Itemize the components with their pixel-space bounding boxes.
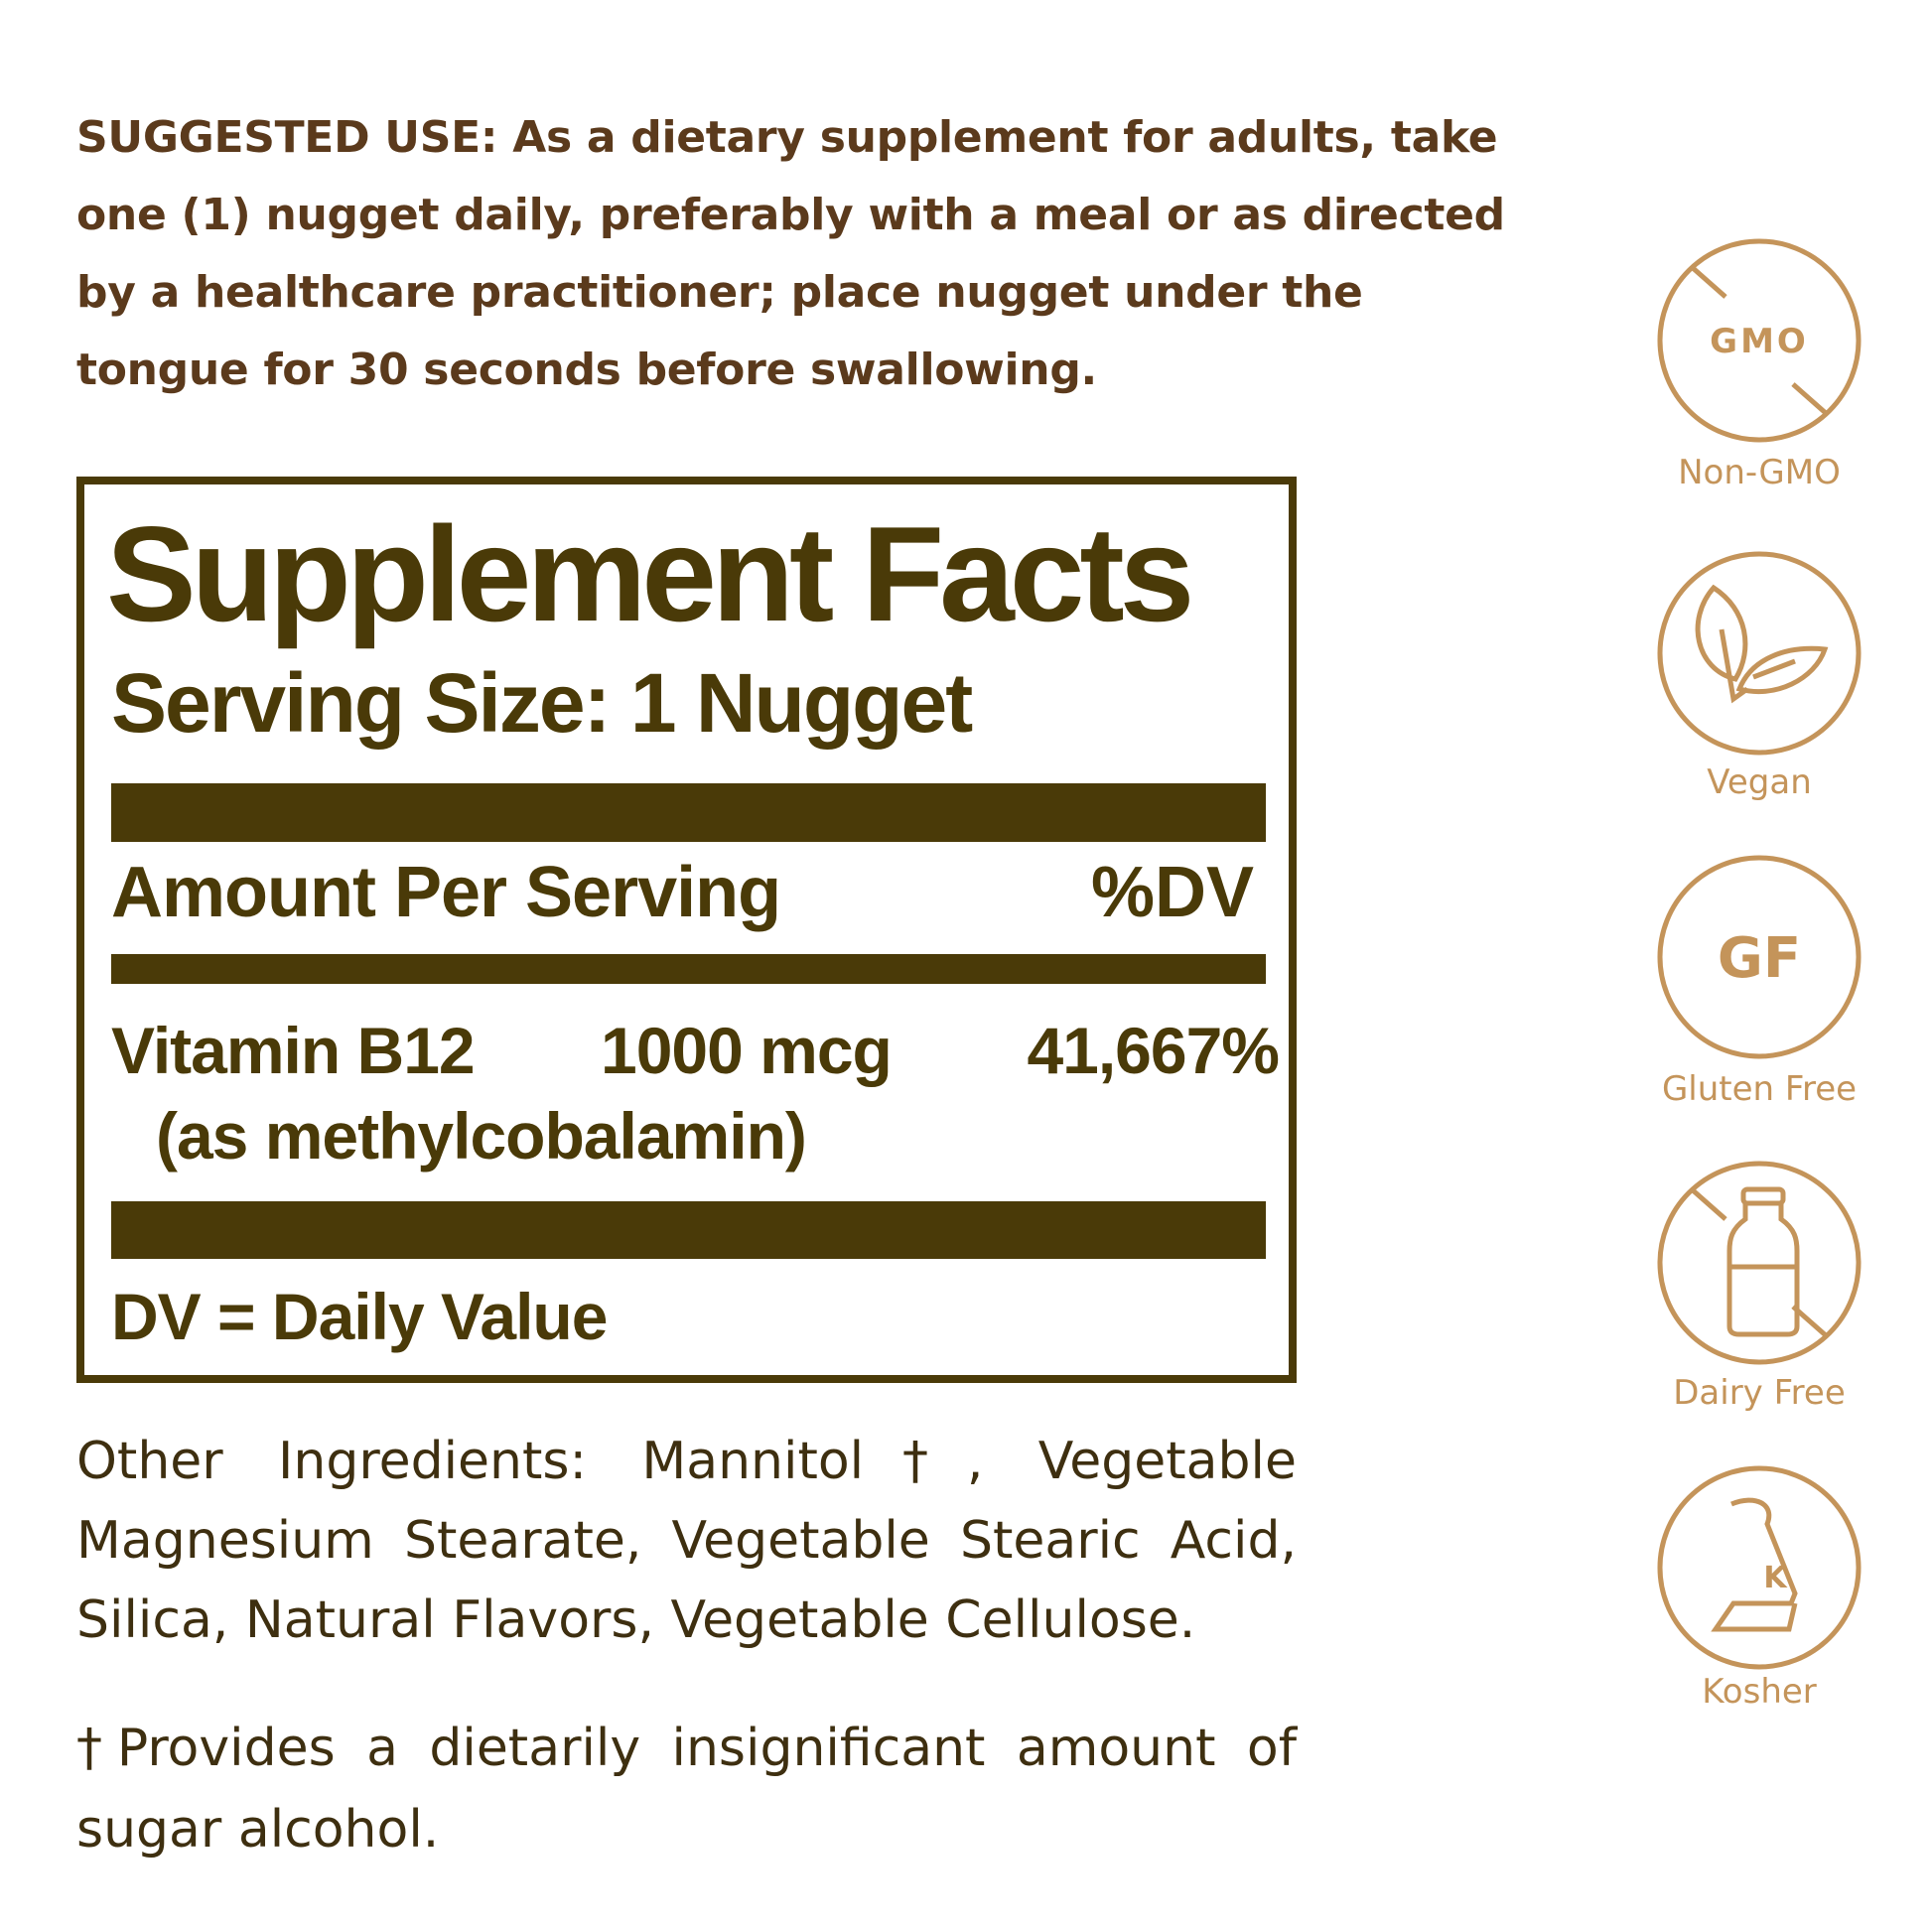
badge-label-vegan: Vegan xyxy=(1707,762,1812,802)
suggested-use-text: SUGGESTED USE: As a dietary supplement f… xyxy=(76,112,1505,395)
badge-label-gluten-free: Gluten Free xyxy=(1661,1069,1858,1109)
kosher-icon: K xyxy=(1657,1465,1862,1670)
dv-header: %DV xyxy=(1090,853,1254,932)
badge-label-kosher: Kosher xyxy=(1702,1672,1817,1712)
supplement-facts-panel: Supplement Facts Serving Size: 1 Nugget … xyxy=(76,477,1297,1383)
serving-size: Serving Size: 1 Nugget xyxy=(111,656,973,750)
vegan-leaf-icon xyxy=(1657,551,1862,756)
dv-footer: DV = Daily Value xyxy=(111,1280,608,1353)
non-gmo-icon: GMO xyxy=(1657,238,1862,443)
other-ingredients: Other Ingredients: Mannitol†, Vegetable … xyxy=(76,1432,1297,1650)
dairy-free-bottle-icon xyxy=(1657,1161,1862,1365)
divider-medium xyxy=(111,954,1266,984)
nutrient-form: (as methylcobalamin) xyxy=(156,1099,807,1173)
badge-label-dairy-free: Dairy Free xyxy=(1673,1373,1846,1413)
facts-title: Supplement Facts xyxy=(106,498,1194,649)
divider-thick xyxy=(111,783,1266,842)
amount-per-serving-header: Amount Per Serving xyxy=(111,853,781,932)
badge-label-non-gmo: Non-GMO xyxy=(1678,453,1841,492)
gmo-icon-text: GMO xyxy=(1710,322,1809,361)
divider-thick xyxy=(111,1201,1266,1259)
footnote: †Provides a dietarily insignificant amou… xyxy=(76,1719,1297,1860)
gluten-free-icon: GF xyxy=(1657,855,1862,1059)
nutrient-dv: 41,667% xyxy=(1027,1014,1280,1087)
nutrient-amount: 1000 mcg xyxy=(601,1014,893,1087)
gf-icon-text: GF xyxy=(1718,926,1801,991)
nutrient-name: Vitamin B12 xyxy=(111,1014,476,1087)
kosher-icon-text: K xyxy=(1763,1561,1788,1595)
